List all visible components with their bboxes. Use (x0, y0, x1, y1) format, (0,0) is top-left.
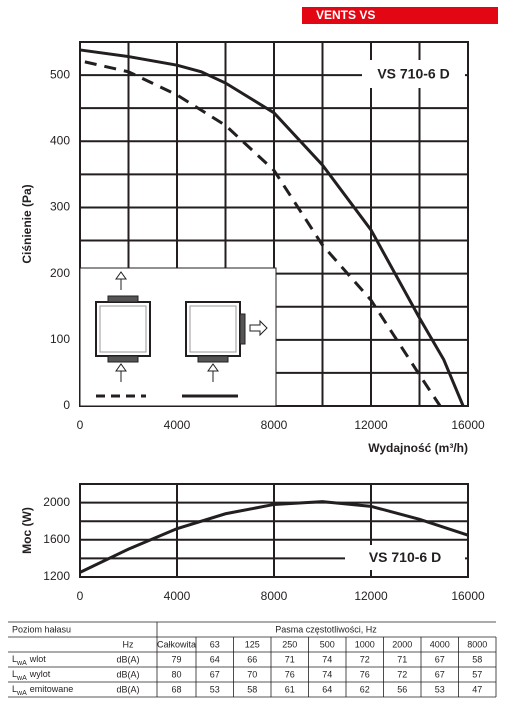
row-label-subscript: wA (16, 690, 27, 697)
x-tick-label: 4000 (164, 418, 191, 432)
annotation-box (345, 545, 465, 570)
cell: 53 (210, 684, 220, 694)
chart-2-lines: VS 710-6 D (79, 500, 469, 574)
row-label-name: wlot (29, 654, 47, 664)
y-tick-label: 100 (50, 332, 70, 346)
cell: 66 (247, 654, 257, 664)
column-header: 8000 (467, 639, 487, 649)
column-header: 2000 (392, 639, 412, 649)
row-label-symbol: L (12, 684, 17, 694)
cell: 58 (472, 654, 482, 664)
y-tick-label: 500 (50, 67, 70, 81)
annotation: VS 710-6 D (377, 66, 449, 82)
column-header: Całkowita (157, 639, 196, 649)
cell: 64 (210, 654, 220, 664)
cell: 62 (360, 684, 370, 694)
series-line (79, 500, 469, 574)
table-title: Poziom hałasu (12, 624, 71, 634)
y-axis-label: Moc (W) (20, 507, 34, 554)
cell: 76 (285, 669, 295, 679)
x-axis-label: Wydajność (m³/h) (368, 441, 468, 455)
y-tick-label: 1600 (43, 532, 70, 546)
header-bar (302, 7, 498, 24)
x-tick-label: 12000 (354, 418, 388, 432)
x-tick-label: 16000 (451, 418, 485, 432)
column-header: Hz (123, 639, 134, 649)
row-label-name: wylot (29, 669, 51, 679)
y-tick-label: 1200 (43, 569, 70, 583)
row-label: LwA wlot (12, 654, 46, 666)
series-line (84, 60, 442, 407)
y-tick-label: 2000 (43, 495, 70, 509)
row-unit: dB(A) (116, 669, 139, 679)
row-label: LwA emitowane (12, 684, 73, 696)
cell: 64 (322, 684, 332, 694)
y-tick-label: 400 (50, 133, 70, 147)
cell: 57 (472, 669, 482, 679)
cell: 72 (397, 669, 407, 679)
row-label-symbol: L (12, 654, 17, 664)
column-header: 125 (245, 639, 260, 649)
cell: 56 (397, 684, 407, 694)
annotation-box (362, 60, 465, 88)
row-label: LwA wylot (12, 669, 51, 681)
x-tick-label: 12000 (354, 589, 388, 603)
noise-table: Poziom hałasu Pasma częstotliwości, Hz Hz C… (8, 621, 497, 698)
chart-2: 1200 1600 2000 0 4000 8000 12000 16000 Moc (W) (20, 483, 485, 603)
x-tick-label: 8000 (261, 589, 288, 603)
row-label-name: emitowane (30, 684, 74, 694)
table-group: Pasma częstotliwości, Hz (275, 624, 377, 634)
chart-1: 0 100 200 300 400 500 0 4000 8000 12000 16000 Ciśni… (20, 41, 485, 455)
cell: 74 (322, 669, 332, 679)
column-header: 500 (320, 639, 335, 649)
cell: 70 (247, 669, 257, 679)
cell: 61 (285, 684, 295, 694)
cell: 67 (435, 669, 445, 679)
annotation: VS 710-6 D (369, 549, 441, 565)
cell: 71 (397, 654, 407, 664)
y-axis-label: Ciśnienie (Pa) (20, 184, 34, 263)
x-tick-label: 0 (77, 589, 84, 603)
y-tick-label: 300 (50, 200, 70, 214)
inset (79, 267, 277, 407)
row-unit: dB(A) (116, 654, 139, 664)
cell: 68 (171, 684, 181, 694)
cell: 58 (247, 684, 257, 694)
cell: 47 (472, 684, 482, 694)
cell: 76 (360, 669, 370, 679)
series-line (79, 48, 465, 407)
row-unit: dB(A) (116, 684, 139, 694)
cell: 79 (171, 654, 181, 664)
column-header: 63 (210, 639, 220, 649)
plot-frame (79, 483, 469, 578)
column-header: 1000 (355, 639, 375, 649)
x-tick-label: 16000 (451, 589, 485, 603)
chart-1-lines: VS 710-6 D (79, 48, 465, 407)
y-tick-label: 0 (63, 398, 70, 412)
column-header: 4000 (430, 639, 450, 649)
row-label-symbol: L (12, 669, 17, 679)
cell: 74 (322, 654, 332, 664)
x-tick-label: 8000 (261, 418, 288, 432)
row-label-subscript: wA (16, 675, 27, 682)
cell: 71 (285, 654, 295, 664)
column-header: 250 (282, 639, 297, 649)
x-tick-label: 0 (77, 418, 84, 432)
row-label-subscript: wA (16, 660, 27, 667)
cell: 72 (360, 654, 370, 664)
cell: 67 (435, 654, 445, 664)
x-tick-label: 4000 (164, 589, 191, 603)
cell: 80 (171, 669, 181, 679)
header: VENTS VS (316, 8, 375, 22)
cell: 53 (435, 684, 445, 694)
cell: 67 (210, 669, 220, 679)
y-tick-label: 200 (50, 266, 70, 280)
